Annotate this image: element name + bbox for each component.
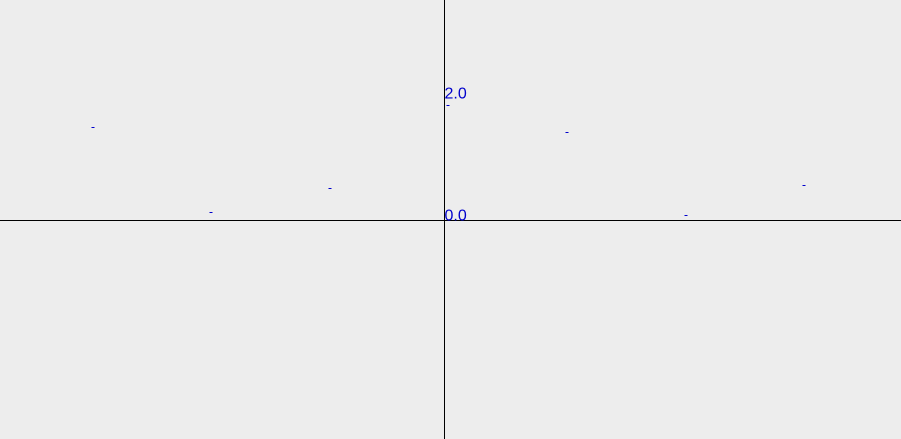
data-points	[91, 105, 806, 216]
y-tick-labels: 0.0 2.0	[445, 86, 467, 225]
y-tick-label: 0.0	[445, 208, 467, 225]
y-tick-label: 2.0	[445, 86, 467, 103]
